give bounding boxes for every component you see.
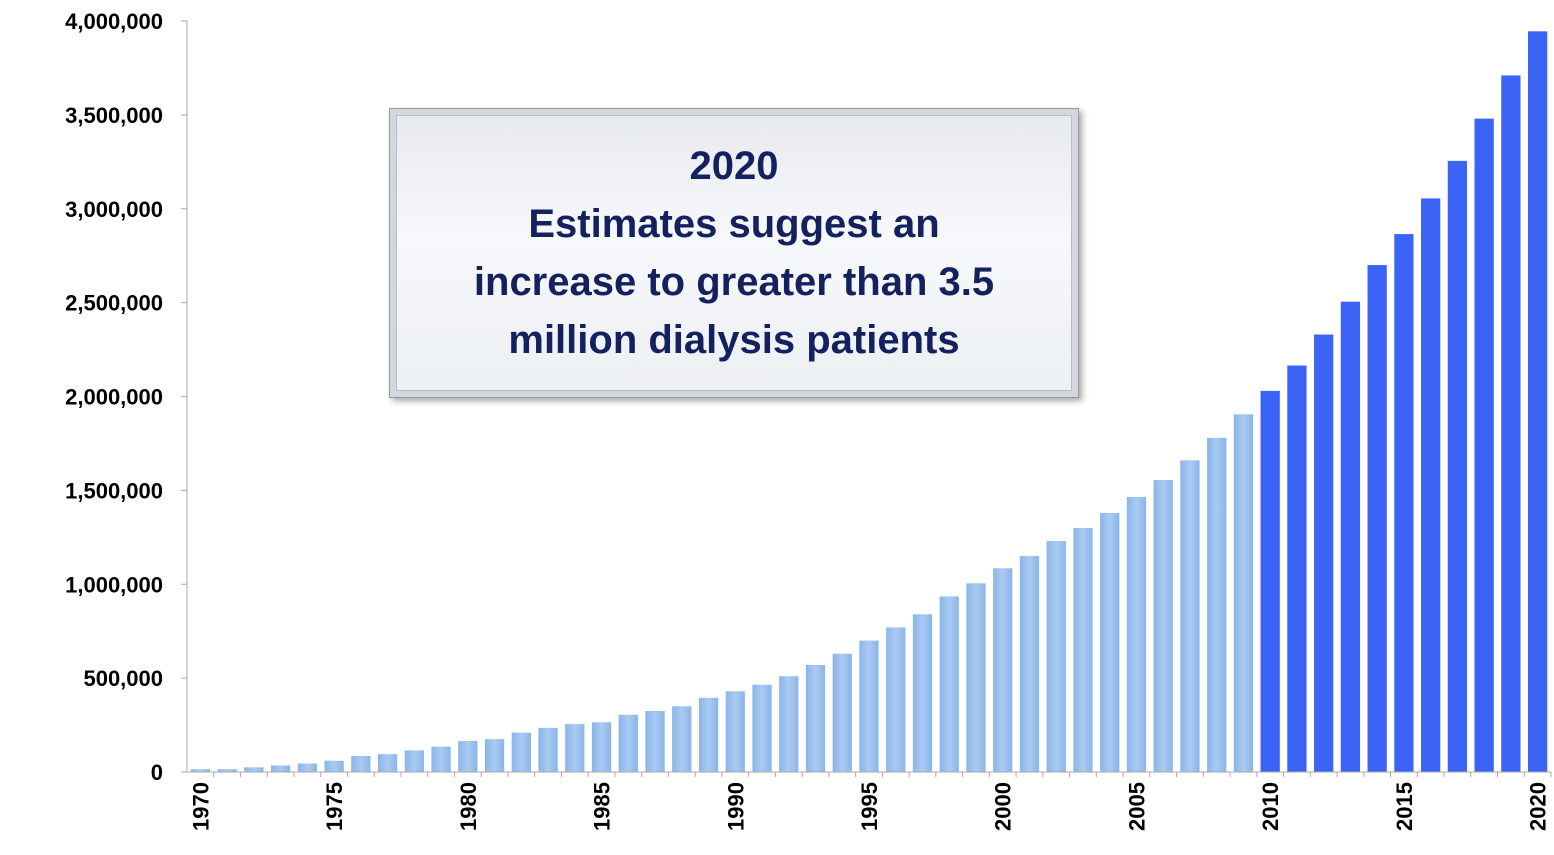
x-tick-label: 1975 bbox=[322, 782, 347, 831]
bar-historical bbox=[618, 714, 638, 772]
bar-historical bbox=[779, 676, 799, 772]
bar-historical bbox=[1019, 556, 1040, 772]
bar-historical bbox=[244, 767, 264, 772]
y-tick-label: 2,500,000 bbox=[65, 291, 163, 316]
bar-historical bbox=[1100, 512, 1120, 772]
bar-historical bbox=[1126, 496, 1147, 772]
bar-historical bbox=[993, 568, 1013, 772]
bar-historical bbox=[832, 653, 852, 772]
bar-historical bbox=[1153, 480, 1173, 772]
bar-projected bbox=[1501, 75, 1521, 772]
bar-historical bbox=[484, 739, 505, 772]
bars bbox=[190, 31, 1548, 773]
bar-historical bbox=[431, 746, 451, 772]
bar-historical bbox=[190, 769, 210, 772]
bar-projected bbox=[1474, 118, 1494, 772]
bar-historical bbox=[859, 640, 879, 772]
bar-projected bbox=[1367, 265, 1387, 772]
annotation-callout: 2020 Estimates suggest an increase to gr… bbox=[389, 108, 1079, 398]
bar-projected bbox=[1528, 31, 1548, 772]
bar-historical bbox=[966, 583, 986, 772]
x-axis: 1970 1975 1980 1985 1990 1995 2000 2005 2010 2015… bbox=[187, 771, 1552, 831]
annotation-line: Estimates suggest an bbox=[528, 202, 940, 246]
annotation-line: increase to greater than 3.5 bbox=[473, 260, 995, 304]
bar-projected bbox=[1447, 160, 1468, 772]
y-tick-label: 2,000,000 bbox=[65, 385, 163, 410]
y-tick-label: 1,500,000 bbox=[65, 478, 163, 503]
bar-historical bbox=[886, 627, 906, 772]
bar-historical bbox=[404, 750, 424, 772]
y-tick-label: 1,000,000 bbox=[65, 572, 163, 597]
bar-historical bbox=[725, 691, 745, 772]
x-tick-label: 2005 bbox=[1124, 782, 1149, 831]
bar-historical bbox=[912, 614, 933, 772]
bar-historical bbox=[1046, 541, 1066, 772]
bar-historical bbox=[324, 760, 344, 772]
bar-historical bbox=[297, 763, 317, 772]
y-tick-label: 3,000,000 bbox=[65, 197, 163, 222]
bar-historical bbox=[672, 706, 692, 772]
bar-historical bbox=[217, 769, 237, 772]
bar-historical bbox=[270, 765, 291, 772]
bar-historical bbox=[565, 724, 585, 772]
x-tick-label: 2020 bbox=[1526, 782, 1551, 831]
bar-historical bbox=[351, 756, 371, 772]
bar-projected bbox=[1394, 234, 1414, 773]
bar-historical bbox=[511, 732, 531, 772]
bar-projected bbox=[1314, 334, 1334, 772]
x-tick-label: 2000 bbox=[991, 782, 1016, 831]
y-tick-label: 3,500,000 bbox=[65, 103, 163, 128]
bar-historical bbox=[591, 722, 612, 772]
x-tick-label: 1970 bbox=[188, 782, 213, 831]
y-axis: 0 500,000 1,000,000 1,500,000 2,000,000 2,500… bbox=[65, 9, 188, 785]
annotation-line: million dialysis patients bbox=[508, 318, 960, 362]
x-tick-label: 2010 bbox=[1258, 782, 1283, 831]
bar-historical bbox=[1207, 437, 1227, 772]
bar-historical bbox=[939, 596, 959, 772]
bar-historical bbox=[1233, 414, 1254, 772]
bar-historical bbox=[377, 754, 398, 772]
bar-historical bbox=[698, 697, 719, 772]
y-tick-label: 500,000 bbox=[83, 666, 163, 691]
annotation-line: 2020 bbox=[689, 144, 779, 188]
bar-projected bbox=[1340, 301, 1361, 772]
x-tick-label: 2015 bbox=[1392, 782, 1417, 831]
bar-historical bbox=[645, 710, 665, 772]
x-tick-label: 1980 bbox=[456, 782, 481, 831]
x-tick-label: 1995 bbox=[857, 782, 882, 831]
x-tick-label: 1985 bbox=[590, 782, 615, 831]
y-tick-label: 0 bbox=[151, 760, 163, 785]
bar-historical bbox=[1180, 460, 1200, 772]
x-tick-label: 1990 bbox=[723, 782, 748, 831]
bar-historical bbox=[458, 741, 478, 772]
bar-historical bbox=[805, 664, 826, 772]
bar-historical bbox=[752, 684, 772, 772]
bar-projected bbox=[1421, 198, 1441, 773]
y-tick-label: 4,000,000 bbox=[65, 9, 163, 34]
bar-historical bbox=[538, 727, 558, 772]
bar-projected bbox=[1287, 365, 1307, 772]
bar-historical bbox=[1073, 527, 1093, 772]
bar-projected bbox=[1260, 390, 1280, 772]
